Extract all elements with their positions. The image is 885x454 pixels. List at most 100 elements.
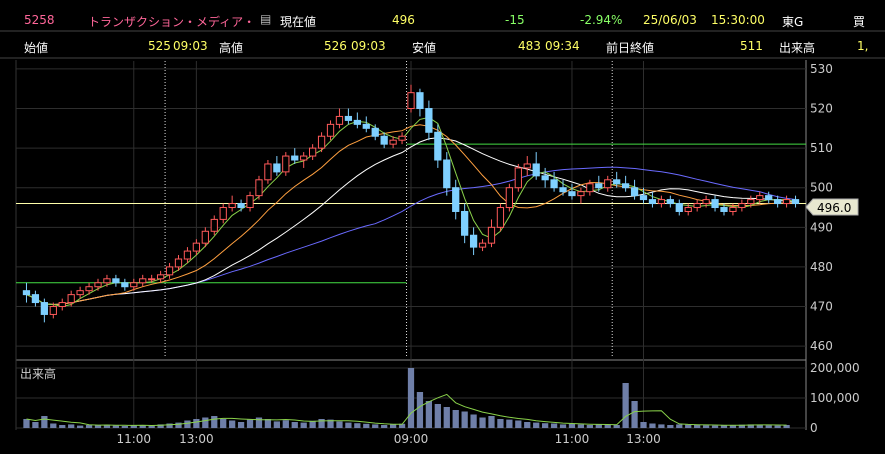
candle-body	[425, 108, 433, 133]
candle-body	[550, 179, 558, 189]
candle-body	[791, 199, 800, 205]
candle-body	[139, 278, 147, 284]
time-tick-label: 13:00	[626, 432, 661, 446]
volume-label: 出来高	[779, 41, 816, 55]
candle-body	[639, 195, 648, 201]
volume-bar	[434, 404, 441, 428]
candle-body	[523, 163, 531, 169]
candle-body	[648, 199, 657, 205]
volume-bar	[41, 416, 48, 428]
price-tick-label: 480	[810, 260, 833, 274]
candle-body	[58, 302, 66, 308]
volume-bar	[94, 425, 102, 428]
volume-bar	[738, 424, 746, 428]
candle-body	[282, 155, 290, 173]
price-tick-label: 510	[810, 141, 833, 155]
candle-body	[317, 135, 326, 149]
volume-bar	[631, 401, 638, 428]
volume-bar	[327, 419, 334, 428]
volume-bar	[50, 423, 57, 428]
candle-body	[246, 195, 254, 209]
axis-labels: 530 520 510 500 490 480 470 460 200,000 100,000 0 1…	[116, 62, 859, 446]
candle-body	[94, 282, 102, 288]
volume-bar	[318, 419, 325, 428]
volume-bar	[747, 424, 754, 428]
candle-body	[434, 131, 442, 161]
candle-body	[362, 123, 370, 129]
volume-bar	[76, 425, 84, 428]
candle-body	[452, 187, 460, 212]
high-price: 526	[324, 39, 347, 53]
candles	[22, 84, 800, 323]
volume-bar	[202, 417, 209, 428]
candle-body	[112, 278, 120, 284]
current-price-label: 現在値	[280, 15, 317, 29]
volume-bar	[237, 422, 245, 428]
open-label: 始値	[24, 41, 49, 55]
ma-line-10	[26, 124, 796, 306]
volume-bar	[85, 425, 93, 428]
volume-bar	[783, 425, 790, 428]
volume-bar	[685, 424, 692, 428]
candle-body	[541, 175, 549, 181]
prev-close-price: 511	[740, 39, 763, 53]
volume-bar	[729, 425, 737, 428]
candle-body	[657, 199, 666, 205]
volume-bar	[220, 419, 227, 428]
candle-body	[76, 290, 84, 296]
volume-bar	[291, 422, 298, 428]
candle-body	[165, 266, 174, 276]
candle-body	[774, 199, 782, 205]
volume-bar	[264, 419, 272, 428]
volume-tick-label: 0	[810, 421, 818, 435]
volume-bar	[533, 422, 540, 428]
volume-bar	[229, 420, 236, 428]
candle-body	[237, 203, 245, 209]
candle-body	[630, 187, 639, 197]
quote-time: 15:30:00	[711, 13, 765, 27]
candle-body	[756, 195, 764, 201]
price-tick-label: 460	[810, 339, 833, 353]
candle-body	[148, 278, 156, 281]
low-price: 483	[518, 39, 541, 53]
candle-body	[67, 294, 75, 304]
volume-bar	[398, 423, 406, 428]
candle-body	[684, 207, 692, 212]
volume-bar	[774, 425, 781, 428]
open-time: 09:03	[173, 39, 208, 53]
volume-bar	[309, 420, 316, 428]
price-tick-label: 530	[810, 62, 833, 76]
volume-bar	[676, 424, 683, 428]
volume-bar	[23, 419, 30, 428]
open-price: 525	[148, 39, 171, 53]
candle-body	[326, 123, 335, 137]
volume-bar	[622, 383, 629, 428]
volume-bar	[586, 425, 593, 428]
volume-panel-label: 出来高	[20, 366, 56, 381]
volume-bar	[595, 424, 602, 428]
volume-bar	[577, 424, 585, 428]
volume-bar	[59, 425, 66, 428]
volume-bar	[148, 425, 155, 428]
volume-bar	[711, 425, 719, 428]
candle-body	[407, 92, 415, 110]
candle-body	[702, 199, 710, 205]
volume-ma-line	[26, 393, 787, 427]
volume-bar	[559, 424, 567, 428]
volume-bar	[112, 425, 120, 428]
volume-bar	[372, 424, 379, 428]
volume-bar	[345, 422, 352, 428]
grid	[16, 61, 806, 429]
volume-bar	[121, 425, 128, 428]
stock-name: トランザクション・メディア・	[88, 15, 256, 29]
candle-body	[729, 207, 737, 212]
volume-bar	[515, 420, 522, 428]
candle-body	[49, 306, 57, 315]
candle-body	[201, 230, 209, 244]
time-tick-label: 11:00	[116, 432, 151, 446]
high-time: 09:03	[351, 39, 386, 53]
volume-bar	[506, 419, 513, 428]
volume-bar	[246, 419, 254, 428]
memo-icon[interactable]: ▤	[260, 12, 272, 26]
